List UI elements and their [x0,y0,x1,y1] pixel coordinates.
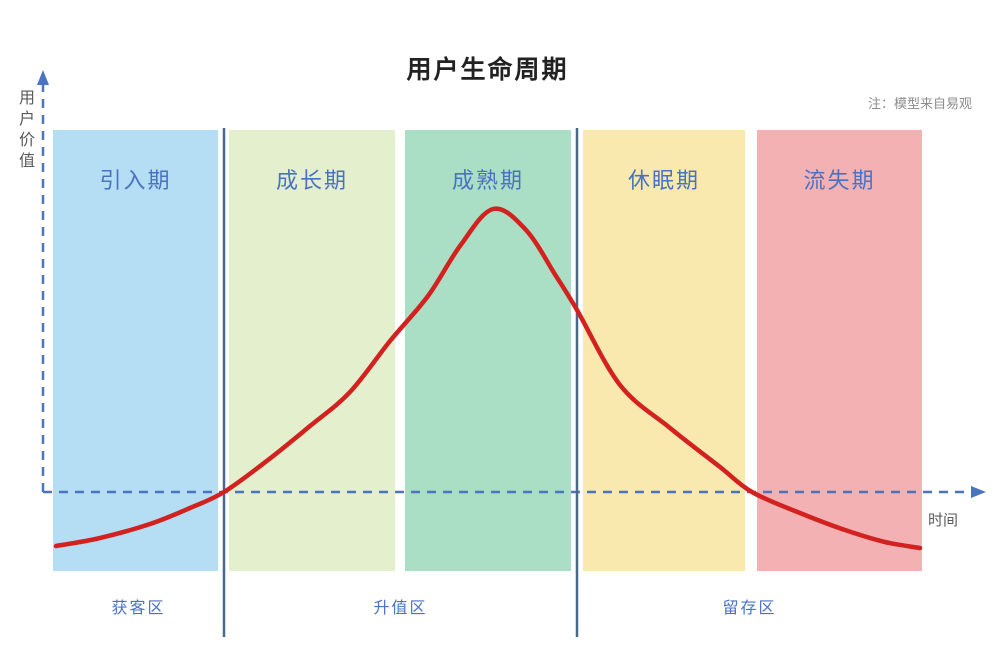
source-note: 注：模型来自易观 [867,96,972,111]
phase-label-2: 成长期 [275,168,348,193]
phase-label-3: 成熟期 [451,168,524,193]
zone-label-3: 留存区 [722,600,777,617]
zone-label-1: 获客区 [111,600,166,617]
page-title: 用户生命周期 [406,56,569,84]
zone-label-2: 升值区 [373,600,428,617]
y-axis-label: 用户价值 [16,89,33,173]
x-axis-label: 时间 [928,512,959,529]
phase-label-1: 引入期 [99,168,172,193]
phase-label-4: 休眠期 [627,168,700,193]
phase-label-5: 流失期 [803,168,876,193]
